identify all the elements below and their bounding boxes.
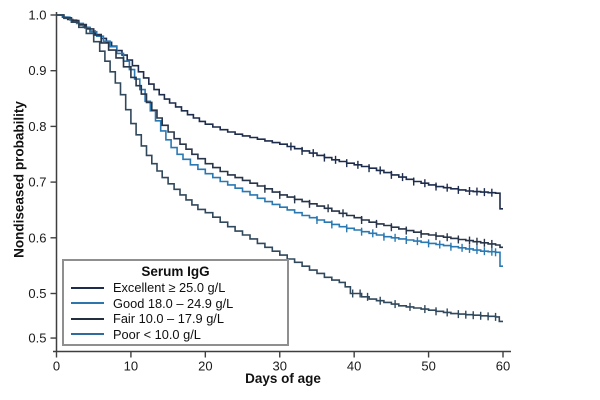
km-curve-excellent — [56, 14, 503, 210]
y-tick-label: 0.5 — [28, 331, 46, 346]
x-tick-label: 0 — [53, 359, 60, 374]
legend-item-good: Good 18.0 – 24.9 g/L — [64, 296, 287, 312]
legend-label-good: Good 18.0 – 24.9 g/L — [113, 295, 234, 311]
x-tick-label: 50 — [421, 359, 435, 374]
x-tick-label: 60 — [496, 359, 510, 374]
km-curve-poor — [56, 14, 503, 323]
legend-box: Serum IgG Excellent ≥ 25.0 g/L Good 18.0… — [62, 259, 289, 346]
legend-item-excellent: Excellent ≥ 25.0 g/L — [64, 280, 287, 296]
y-tick-label: 1.0 — [28, 8, 46, 23]
y-tick-label: 0.6 — [28, 230, 46, 245]
y-axis-title: Nondiseased probability — [11, 101, 27, 258]
x-tick-label: 30 — [273, 359, 287, 374]
legend-label-poor: Poor < 10.0 g/L — [113, 326, 201, 342]
y-tick-label: 0.5 — [28, 286, 46, 301]
legend-label-fair: Fair 10.0 – 17.9 g/L — [113, 311, 224, 327]
poor-line-swatch — [71, 333, 104, 336]
km-curve-fair — [56, 14, 503, 249]
y-tick-label: 0.7 — [28, 175, 46, 190]
x-tick-label: 10 — [124, 359, 138, 374]
legend-item-poor: Poor < 10.0 g/L — [64, 327, 287, 343]
x-tick-label: 20 — [198, 359, 212, 374]
legend-label-excellent: Excellent ≥ 25.0 g/L — [113, 280, 226, 296]
excellent-line-swatch — [71, 286, 104, 289]
y-tick-label: 0.9 — [28, 63, 46, 78]
legend-title: Serum IgG — [141, 264, 210, 279]
x-tick-label: 40 — [347, 359, 361, 374]
fair-line-swatch — [71, 317, 104, 320]
km-curve-good — [56, 14, 503, 267]
good-line-swatch — [71, 302, 104, 305]
legend-item-fair: Fair 10.0 – 17.9 g/L — [64, 311, 287, 327]
y-tick-label: 0.8 — [28, 119, 46, 134]
x-axis-title: Days of age — [245, 371, 321, 386]
